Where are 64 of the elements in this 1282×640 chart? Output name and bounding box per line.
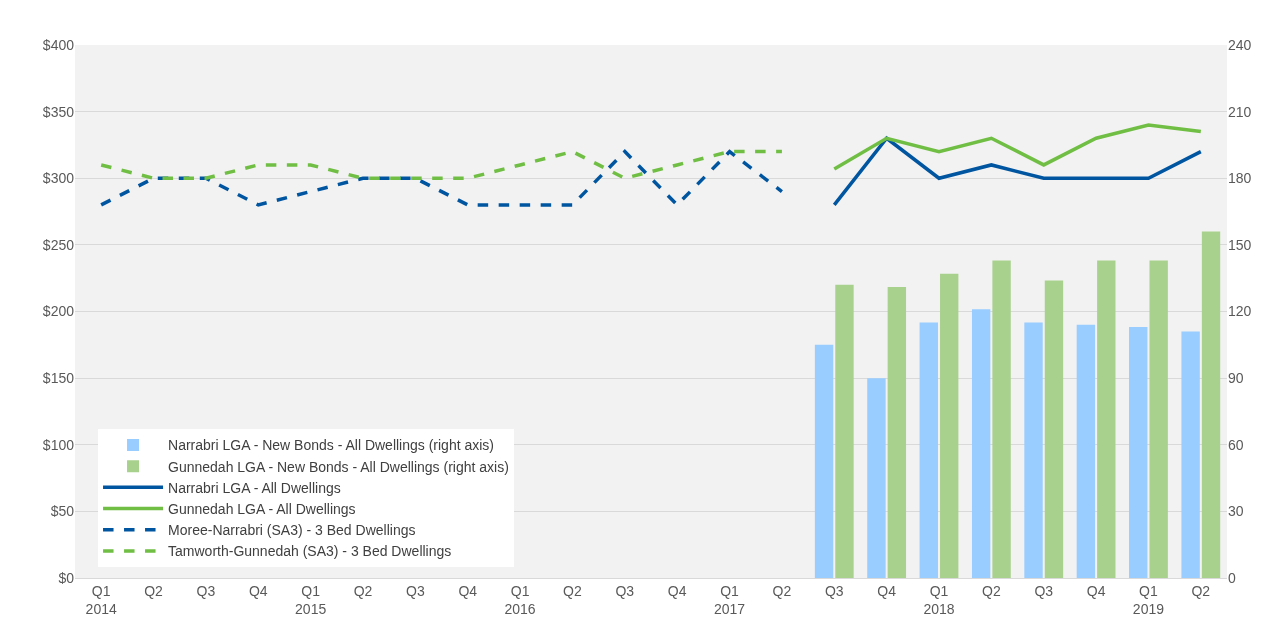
y2-tick-label: 30 [1228, 503, 1244, 520]
y-tick-label: $200 [42, 303, 75, 320]
y-tick-label: $400 [42, 36, 75, 53]
x-tick-label: Q4 [248, 582, 268, 599]
y2-tick-label: 120 [1228, 303, 1252, 320]
y-tick-label: $250 [42, 236, 75, 253]
x-tick-label: Q4 [877, 582, 897, 599]
bar [1129, 327, 1148, 578]
x-tick-label: Q1 2019 [1132, 582, 1165, 617]
x-tick-label: Q3 [196, 582, 216, 599]
x-tick-label: Q4 [667, 582, 687, 599]
y2-tick-label: 180 [1228, 170, 1252, 187]
x-tick-label: Q1 2014 [85, 582, 117, 617]
bar [887, 287, 907, 578]
y-tick-label: $100 [42, 436, 75, 453]
bar [835, 284, 854, 578]
x-tick-label: Q2 [772, 582, 792, 599]
bar [1097, 260, 1116, 578]
y2-tick-label: 210 [1228, 103, 1252, 120]
legend-label: Gunnedah LGA - New Bonds - All Dwellings (right axis) [168, 458, 509, 475]
y-tick-label: $150 [42, 370, 75, 387]
x-tick-label: Q2 [1191, 582, 1211, 599]
bar [1044, 280, 1064, 578]
x-tick-label: Q3 [1034, 582, 1054, 599]
legend-label: Narrabri LGA - All Dwellings [168, 479, 341, 496]
legend-label: Tamworth-Gunnedah (SA3) - 3 Bed Dwellings [168, 543, 452, 560]
x-tick-label: Q4 [1086, 582, 1106, 599]
bar [1076, 324, 1096, 578]
y-tick-label: $0 [58, 569, 75, 586]
x-tick-label: Q2 [563, 582, 582, 599]
x-tick-label: Q2 [144, 582, 164, 599]
bar [1201, 231, 1221, 578]
x-tick-label: Q3 [406, 582, 425, 599]
line-series [832, 123, 1203, 171]
y2-tick-label: 90 [1228, 370, 1244, 387]
x-tick-label: Q3 [615, 582, 635, 599]
y2-tick-label: 240 [1228, 36, 1252, 53]
legend-label: Gunnedah LGA - All Dwellings [168, 501, 356, 517]
legend-label: Moree-Narrabri (SA3) - 3 Bed Dwellings [168, 522, 416, 539]
legend-label: Narrabri LGA - New Bonds - All Dwellings (right axis) [168, 437, 495, 454]
bar [1181, 331, 1200, 578]
bar [814, 344, 834, 578]
y2-tick-label: 60 [1228, 436, 1244, 453]
bar [971, 309, 991, 578]
bar [867, 378, 886, 578]
x-tick-label: Q4 [458, 582, 478, 599]
bar [1149, 260, 1168, 578]
bar [919, 322, 938, 578]
x-tick-label: Q1 2015 [295, 582, 327, 617]
y2-tick-label: 150 [1228, 236, 1252, 253]
x-tick-label: Q1 2016 [504, 582, 536, 617]
x-tick-label: Q1 2018 [923, 582, 955, 617]
x-tick-label: Q1 2017 [713, 582, 746, 617]
x-tick-label: Q2 [353, 582, 373, 599]
y-tick-label: $300 [42, 170, 75, 187]
bar [940, 273, 959, 578]
bar [1024, 322, 1043, 578]
line-series [99, 149, 784, 207]
y-tick-label: $50 [50, 503, 75, 520]
x-tick-label: Q3 [824, 582, 844, 599]
y-tick-label: $350 [42, 103, 75, 120]
bar [992, 260, 1011, 578]
x-tick-label: Q2 [982, 582, 1001, 599]
y2-tick-label: 0 [1228, 569, 1236, 586]
